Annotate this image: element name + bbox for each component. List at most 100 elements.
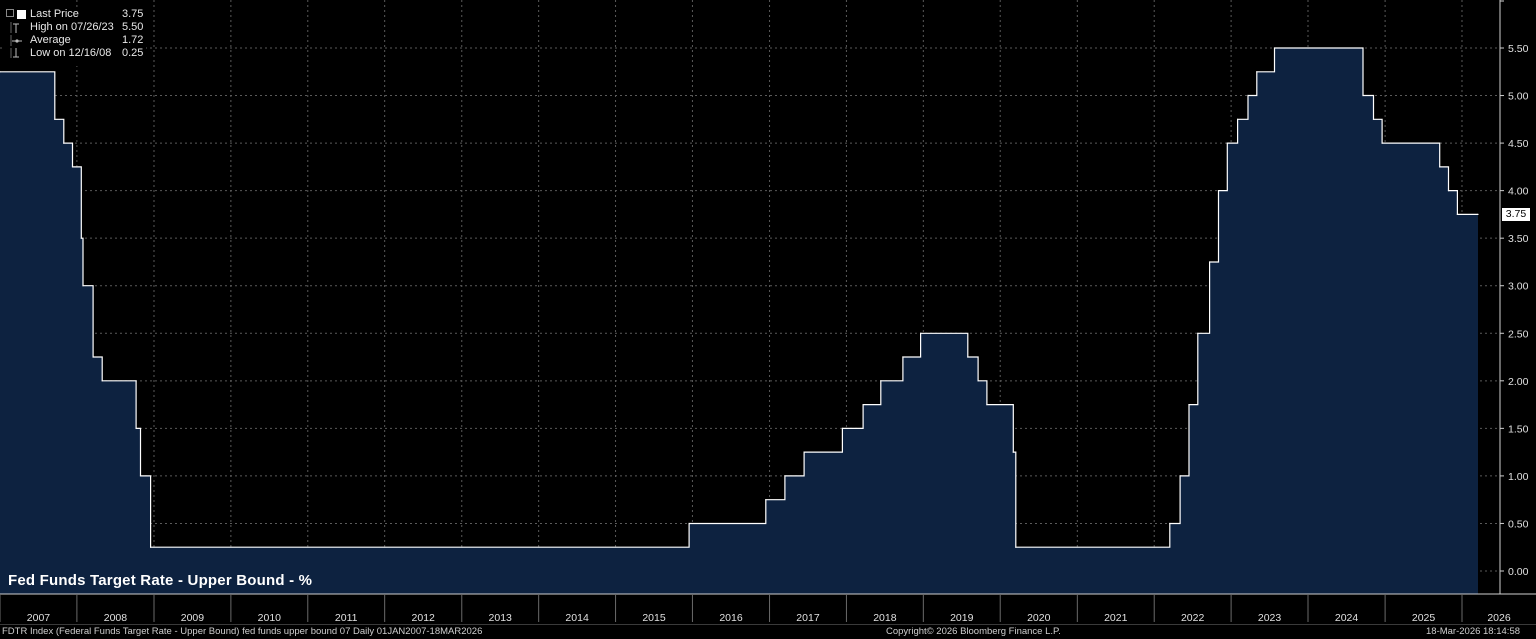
legend-corner-icon (6, 9, 14, 17)
data-point (841, 427, 844, 429)
y-tick-label: 3.50 (1508, 233, 1529, 245)
y-tick-label: 1.50 (1508, 423, 1529, 435)
x-tick-label: 2023 (1258, 612, 1282, 624)
white-square-icon (17, 10, 26, 19)
data-point (135, 427, 137, 429)
chart-title: Fed Funds Target Rate - Upper Bound - % (8, 572, 313, 589)
data-point (1456, 213, 1458, 215)
data-point (1362, 94, 1364, 97)
data-point (1012, 451, 1014, 453)
x-tick-label: 2012 (412, 612, 436, 624)
low-marker-icon (10, 48, 19, 58)
data-point (1247, 94, 1249, 97)
x-tick-label: 2008 (104, 612, 128, 624)
data-point (902, 356, 904, 358)
x-tick-label: 2017 (796, 612, 820, 624)
data-point (1197, 332, 1199, 334)
legend-value: 1.72 (122, 34, 144, 46)
data-point (1188, 404, 1190, 406)
data-point (986, 404, 988, 406)
data-point (784, 475, 786, 477)
data-point (862, 404, 864, 406)
axes (0, 0, 1536, 595)
x-tick-label: 2022 (1181, 612, 1205, 624)
x-tick-label: 2009 (181, 612, 205, 624)
legend-value: 3.75 (122, 8, 144, 20)
data-point (1372, 118, 1375, 120)
footer-timestamp: 18-Mar-2026 18:14:58 (1426, 626, 1521, 637)
x-tick-label: 2016 (719, 612, 743, 624)
data-point (1381, 142, 1383, 144)
x-tick-label: 2021 (1104, 612, 1128, 624)
data-point (82, 285, 84, 287)
legend-item-low: Low on 12/16/08 0.25 (4, 47, 146, 60)
x-tick-label: 2013 (489, 612, 513, 624)
data-point (150, 546, 152, 548)
data-point (63, 142, 65, 144)
data-point (1256, 71, 1258, 73)
x-tick-label: 2018 (873, 612, 897, 624)
y-tick-label: 5.50 (1508, 43, 1529, 55)
legend-item-last-price: Last Price 3.75 (4, 8, 146, 21)
y-axis-ticks: 0.00 0.50 1.00 1.50 2.00 2.50 3.00 3.50 4.00 4.50… (1500, 0, 1529, 578)
data-point (1237, 118, 1239, 120)
data-point (920, 332, 922, 334)
x-tick-label: 2014 (565, 612, 589, 624)
data-point (1015, 546, 1017, 548)
legend-label: High on 07/26/23 (30, 21, 114, 33)
average-marker-icon (10, 35, 22, 46)
last-value-badge: 3.75 (1502, 208, 1530, 221)
footer-description: FDTR Index (Federal Funds Target Rate - … (2, 626, 483, 637)
footer: FDTR Index (Federal Funds Target Rate - … (0, 624, 1536, 639)
data-point (803, 451, 805, 453)
y-tick-label: 2.50 (1508, 328, 1529, 340)
data-point (0, 71, 1, 73)
data-point (688, 522, 690, 525)
data-point (765, 499, 767, 501)
data-point (1273, 47, 1276, 49)
x-tick-label: 2007 (27, 612, 51, 624)
legend-label: Last Price (30, 8, 79, 20)
y-tick-label: 2.00 (1508, 376, 1529, 388)
x-tick-label: 2010 (258, 612, 282, 624)
series-area (0, 48, 1478, 594)
series-line (0, 47, 1478, 548)
data-point (54, 118, 56, 120)
data-point (1226, 142, 1228, 144)
y-tick-label: 5.00 (1508, 91, 1529, 103)
legend-item-high: High on 07/26/23 5.50 (4, 21, 146, 34)
data-point (1209, 261, 1211, 263)
data-point (880, 380, 882, 382)
data-point (101, 380, 103, 382)
legend-label: Low on 12/16/08 (30, 47, 112, 59)
data-point (1477, 213, 1479, 215)
data-point (1439, 166, 1441, 168)
x-tick-label: 2015 (642, 612, 666, 624)
data-point (977, 380, 979, 382)
y-tick-label: 1.00 (1508, 471, 1529, 483)
series-rate (0, 47, 1479, 594)
y-tick-label: 3.00 (1508, 281, 1529, 293)
data-point (967, 356, 969, 358)
data-point (1169, 522, 1171, 525)
y-tick-label: 4.50 (1508, 138, 1529, 150)
data-point (80, 237, 82, 239)
x-tick-label: 2026 (1487, 612, 1511, 624)
footer-copyright: Copyright© 2026 Bloomberg Finance L.P. (886, 626, 1061, 637)
legend-label: Average (30, 34, 71, 46)
legend-value: 5.50 (122, 21, 144, 33)
data-point (71, 166, 74, 168)
legend-value: 0.25 (122, 47, 144, 59)
data-point (139, 475, 142, 477)
high-marker-icon (10, 22, 19, 33)
data-point (1447, 190, 1450, 192)
x-tick-label: 2020 (1027, 612, 1051, 624)
x-tick-label: 2011 (335, 612, 358, 624)
y-tick-label: 0.00 (1508, 566, 1529, 578)
data-point (92, 356, 94, 358)
x-tick-label: 2025 (1412, 612, 1436, 624)
legend-item-average: Average 1.72 (4, 34, 146, 47)
y-tick-label: 0.50 (1508, 518, 1529, 530)
legend: Last Price 3.75 High on 07/26/23 5.50 Av… (4, 8, 146, 66)
